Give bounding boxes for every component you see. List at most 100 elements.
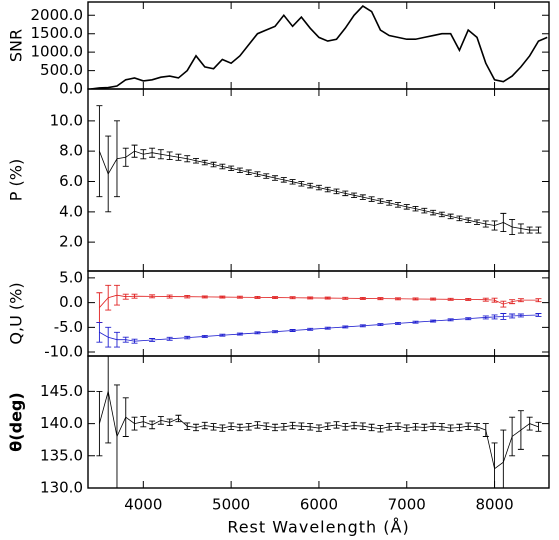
error-bar: [236, 295, 243, 299]
error-bar: [289, 421, 296, 430]
error-bar: [535, 298, 542, 303]
y-tick-label: 0.0: [59, 80, 83, 98]
error-bar: [166, 336, 173, 341]
error-bar: [491, 314, 498, 320]
error-bar: [324, 326, 331, 330]
error-bar: [447, 213, 454, 220]
error-bar: [535, 226, 542, 234]
error-bar: [131, 293, 138, 299]
error-bar: [122, 336, 129, 343]
error-bar: [228, 422, 235, 430]
error-bar: [289, 296, 296, 300]
error-bar: [280, 423, 287, 431]
error-bar: [386, 200, 393, 206]
error-bar: [377, 198, 384, 204]
y-tick-label: 135.0: [40, 446, 83, 464]
error-bar: [456, 215, 463, 222]
error-bar: [254, 171, 261, 177]
error-bar: [140, 416, 147, 428]
y-tick-label: 0.0: [59, 293, 83, 311]
error-bar: [359, 296, 366, 300]
error-bar: [201, 295, 208, 299]
error-bar: [500, 300, 507, 308]
error-bar: [342, 190, 349, 197]
error-bar: [96, 105, 103, 198]
error-bar: [263, 422, 270, 430]
error-bar: [175, 414, 182, 423]
error-bar: [315, 184, 322, 191]
error-bar: [386, 423, 393, 431]
error-bar: [201, 334, 208, 338]
error-bar: [351, 421, 358, 430]
error-bar: [193, 158, 200, 164]
error-bar: [430, 422, 437, 430]
error-bar: [193, 423, 200, 432]
connect-line: [99, 294, 539, 308]
error-bar: [359, 324, 366, 328]
error-bar: [298, 181, 305, 187]
x-tick-label: 6000: [300, 496, 338, 514]
error-bar: [324, 422, 331, 430]
error-bar: [105, 326, 112, 348]
error-bar: [517, 223, 524, 234]
error-bar: [359, 194, 366, 200]
error-bar: [447, 297, 454, 301]
error-bar: [113, 331, 120, 348]
y-tick-label: 5.0: [59, 268, 83, 286]
error-bar: [245, 423, 252, 431]
y-tick-label: -5.0: [54, 318, 83, 336]
connect-line: [99, 150, 539, 231]
error-bar: [447, 318, 454, 322]
error-bar: [166, 294, 173, 299]
error-bar: [482, 423, 489, 437]
panel-frame: [87, 355, 550, 489]
error-bar: [149, 147, 156, 158]
error-bar: [473, 219, 480, 225]
x-axis-label: Rest Wavelength (Å): [227, 518, 409, 537]
error-bar: [421, 207, 428, 214]
error-bar: [219, 295, 226, 299]
error-bar: [465, 298, 472, 301]
error-bar: [447, 424, 454, 432]
error-bar: [131, 338, 138, 344]
line: [90, 5, 548, 89]
error-bar: [482, 315, 489, 320]
error-bar: [412, 297, 419, 301]
error-bar: [430, 297, 437, 301]
error-bar: [421, 423, 428, 432]
error-bar: [96, 390, 103, 457]
error-bar: [184, 422, 191, 430]
error-bar: [403, 204, 410, 210]
y-tick-label: 2.0: [59, 233, 83, 251]
y-axis-label: SNR: [7, 29, 26, 62]
error-bar: [465, 317, 472, 321]
connect-line: [99, 314, 539, 342]
error-bar: [254, 295, 261, 299]
error-bar: [315, 424, 322, 432]
error-bar: [140, 149, 147, 160]
error-bar: [166, 151, 173, 160]
error-bar: [149, 420, 156, 430]
x-tick-label: 8000: [475, 496, 513, 514]
y-tick-label: 1000.0: [31, 43, 84, 61]
error-bar: [122, 147, 129, 167]
error-bar: [509, 299, 516, 305]
error-bar: [430, 319, 437, 323]
error-bar: [500, 212, 507, 233]
error-bar: [324, 186, 331, 193]
error-bar: [166, 418, 173, 426]
y-tick-label: 6.0: [59, 172, 83, 190]
error-bar: [535, 313, 542, 317]
error-bar: [236, 423, 243, 432]
error-bar: [377, 425, 384, 433]
x-tick-label: 7000: [388, 496, 426, 514]
error-bar: [219, 163, 226, 170]
y-tick-label: 130.0: [40, 479, 83, 497]
y-tick-label: -10.0: [44, 343, 83, 361]
error-bar: [105, 356, 112, 444]
error-bar: [307, 296, 314, 300]
panel: [96, 356, 542, 488]
y-axis-label: θ(deg): [7, 392, 26, 451]
error-bar: [377, 323, 384, 327]
panel: [90, 5, 548, 89]
